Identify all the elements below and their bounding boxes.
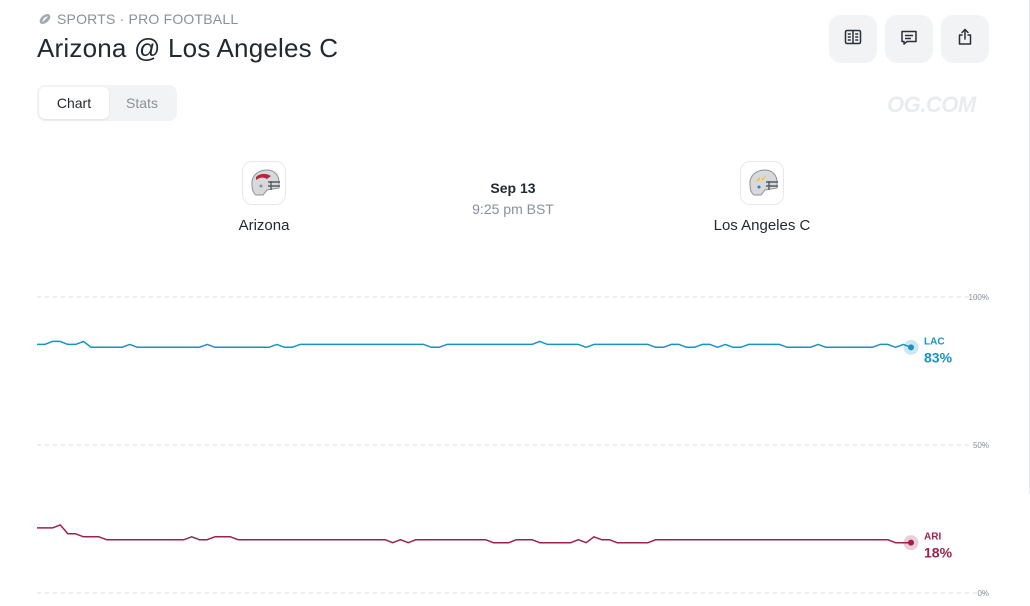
share-icon xyxy=(955,27,975,52)
view-tabs: Chart Stats xyxy=(37,85,177,121)
tab-stats[interactable]: Stats xyxy=(126,95,158,111)
series-line-lac xyxy=(37,340,912,349)
game-time: 9:25 pm BST xyxy=(472,201,554,217)
series-value-label: 18% xyxy=(924,545,953,561)
y-tick-label: 100% xyxy=(969,293,989,302)
page-title: Arizona @ Los Angeles C xyxy=(37,33,339,63)
book-icon xyxy=(843,27,863,52)
series-name-label: ARI xyxy=(924,532,941,543)
series-endpoint-lac xyxy=(908,344,914,351)
rules-button[interactable] xyxy=(829,15,877,63)
chargers-helmet-icon xyxy=(740,161,784,205)
share-button[interactable] xyxy=(941,15,989,63)
tab-chart[interactable]: Chart xyxy=(39,87,109,119)
away-team-name: Arizona xyxy=(238,217,290,234)
football-icon xyxy=(38,12,52,26)
breadcrumb-category[interactable]: SPORTS · PRO FOOTBALL xyxy=(57,11,239,27)
breadcrumb: SPORTS · PRO FOOTBALL xyxy=(38,11,238,27)
home-team[interactable]: Los Angeles C xyxy=(692,161,832,234)
comment-icon xyxy=(899,27,919,52)
game-info: Sep 13 9:25 pm BST xyxy=(443,180,583,217)
game-date: Sep 13 xyxy=(490,180,536,196)
watermark-logo: OG.COM xyxy=(887,92,976,117)
away-team[interactable]: Arizona xyxy=(194,161,334,234)
arizona-helmet-icon xyxy=(242,161,286,205)
series-name-label: LAC xyxy=(924,336,945,347)
y-tick-label: 50% xyxy=(973,441,989,450)
series-line-ari xyxy=(37,524,911,544)
series-value-label: 83% xyxy=(924,349,953,365)
comments-button[interactable] xyxy=(885,15,933,63)
series-endpoint-ari xyxy=(908,539,914,546)
home-team-name: Los Angeles C xyxy=(713,217,811,234)
y-tick-label: 0% xyxy=(977,589,989,598)
action-bar xyxy=(829,15,989,63)
